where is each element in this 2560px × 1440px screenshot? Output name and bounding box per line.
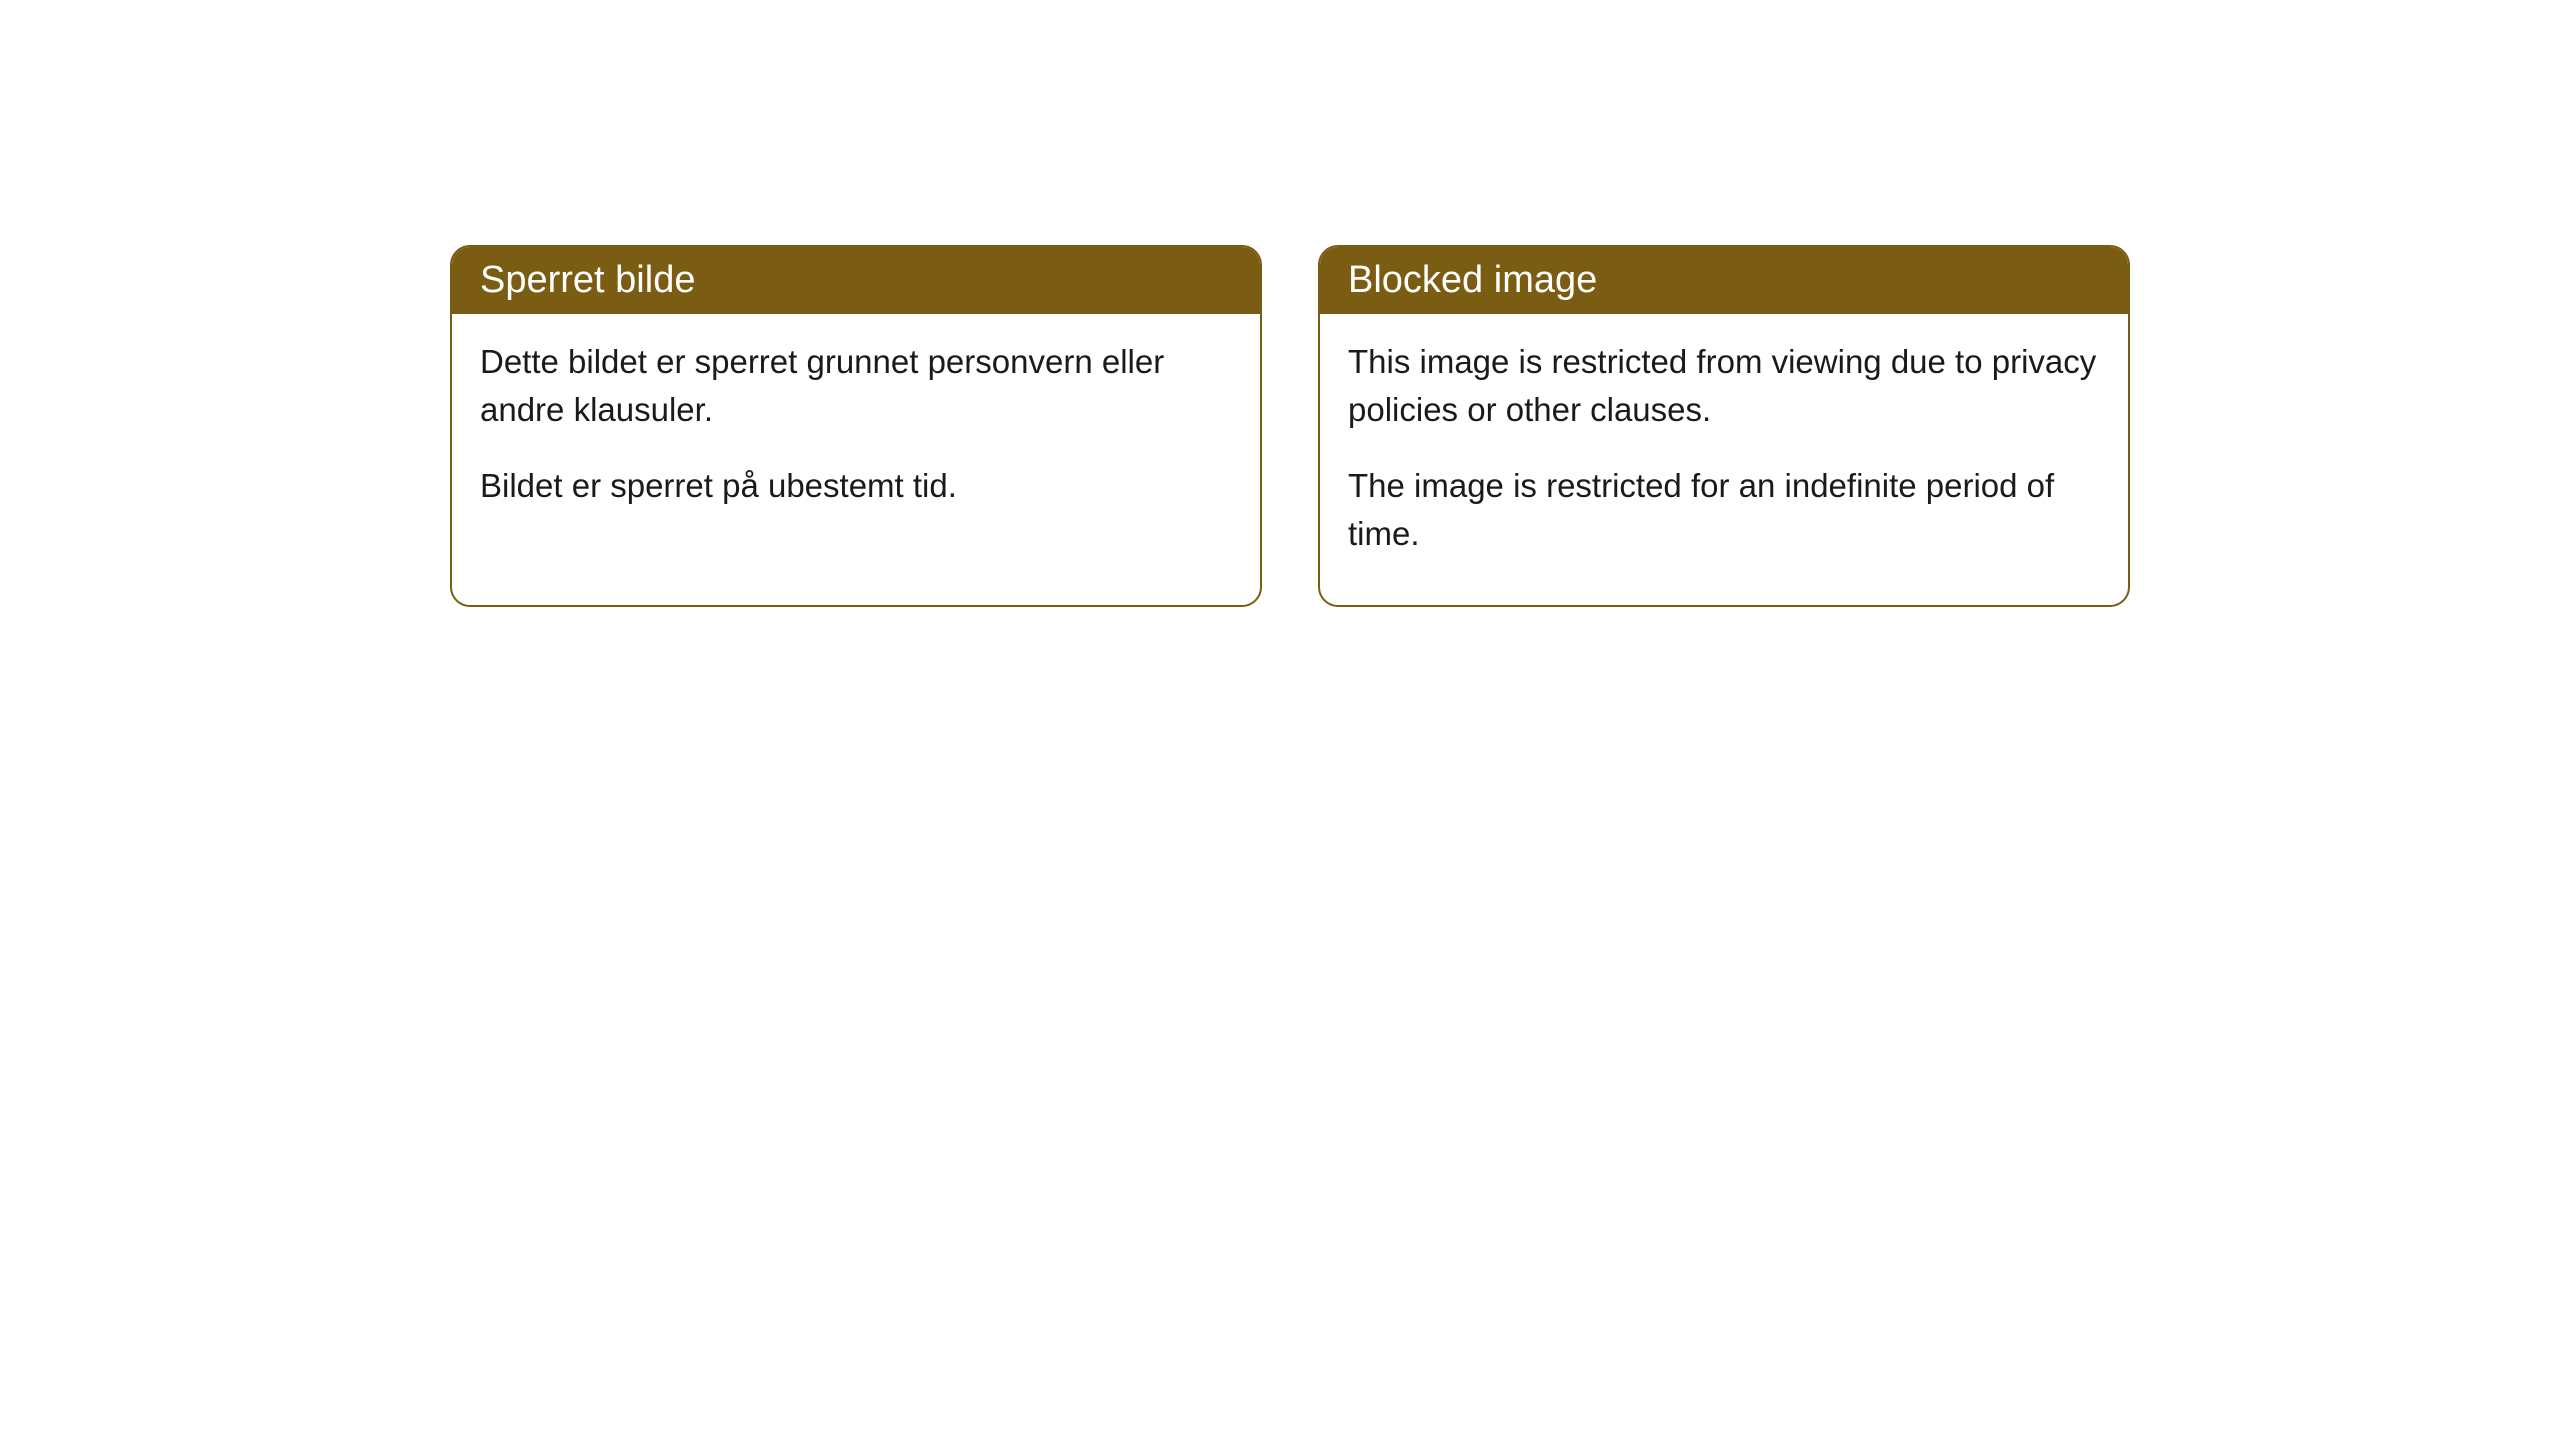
- notice-card-norwegian: Sperret bilde Dette bildet er sperret gr…: [450, 245, 1262, 607]
- card-body: This image is restricted from viewing du…: [1320, 314, 2128, 605]
- card-title: Blocked image: [1348, 259, 1597, 301]
- notice-card-english: Blocked image This image is restricted f…: [1318, 245, 2130, 607]
- notice-cards-container: Sperret bilde Dette bildet er sperret gr…: [450, 245, 2130, 607]
- card-body: Dette bildet er sperret grunnet personve…: [452, 314, 1260, 558]
- card-header: Sperret bilde: [452, 247, 1260, 314]
- card-header: Blocked image: [1320, 247, 2128, 314]
- card-paragraph: Bildet er sperret på ubestemt tid.: [480, 462, 1232, 510]
- card-paragraph: Dette bildet er sperret grunnet personve…: [480, 338, 1232, 434]
- card-paragraph: This image is restricted from viewing du…: [1348, 338, 2100, 434]
- card-paragraph: The image is restricted for an indefinit…: [1348, 462, 2100, 558]
- card-title: Sperret bilde: [480, 259, 695, 301]
